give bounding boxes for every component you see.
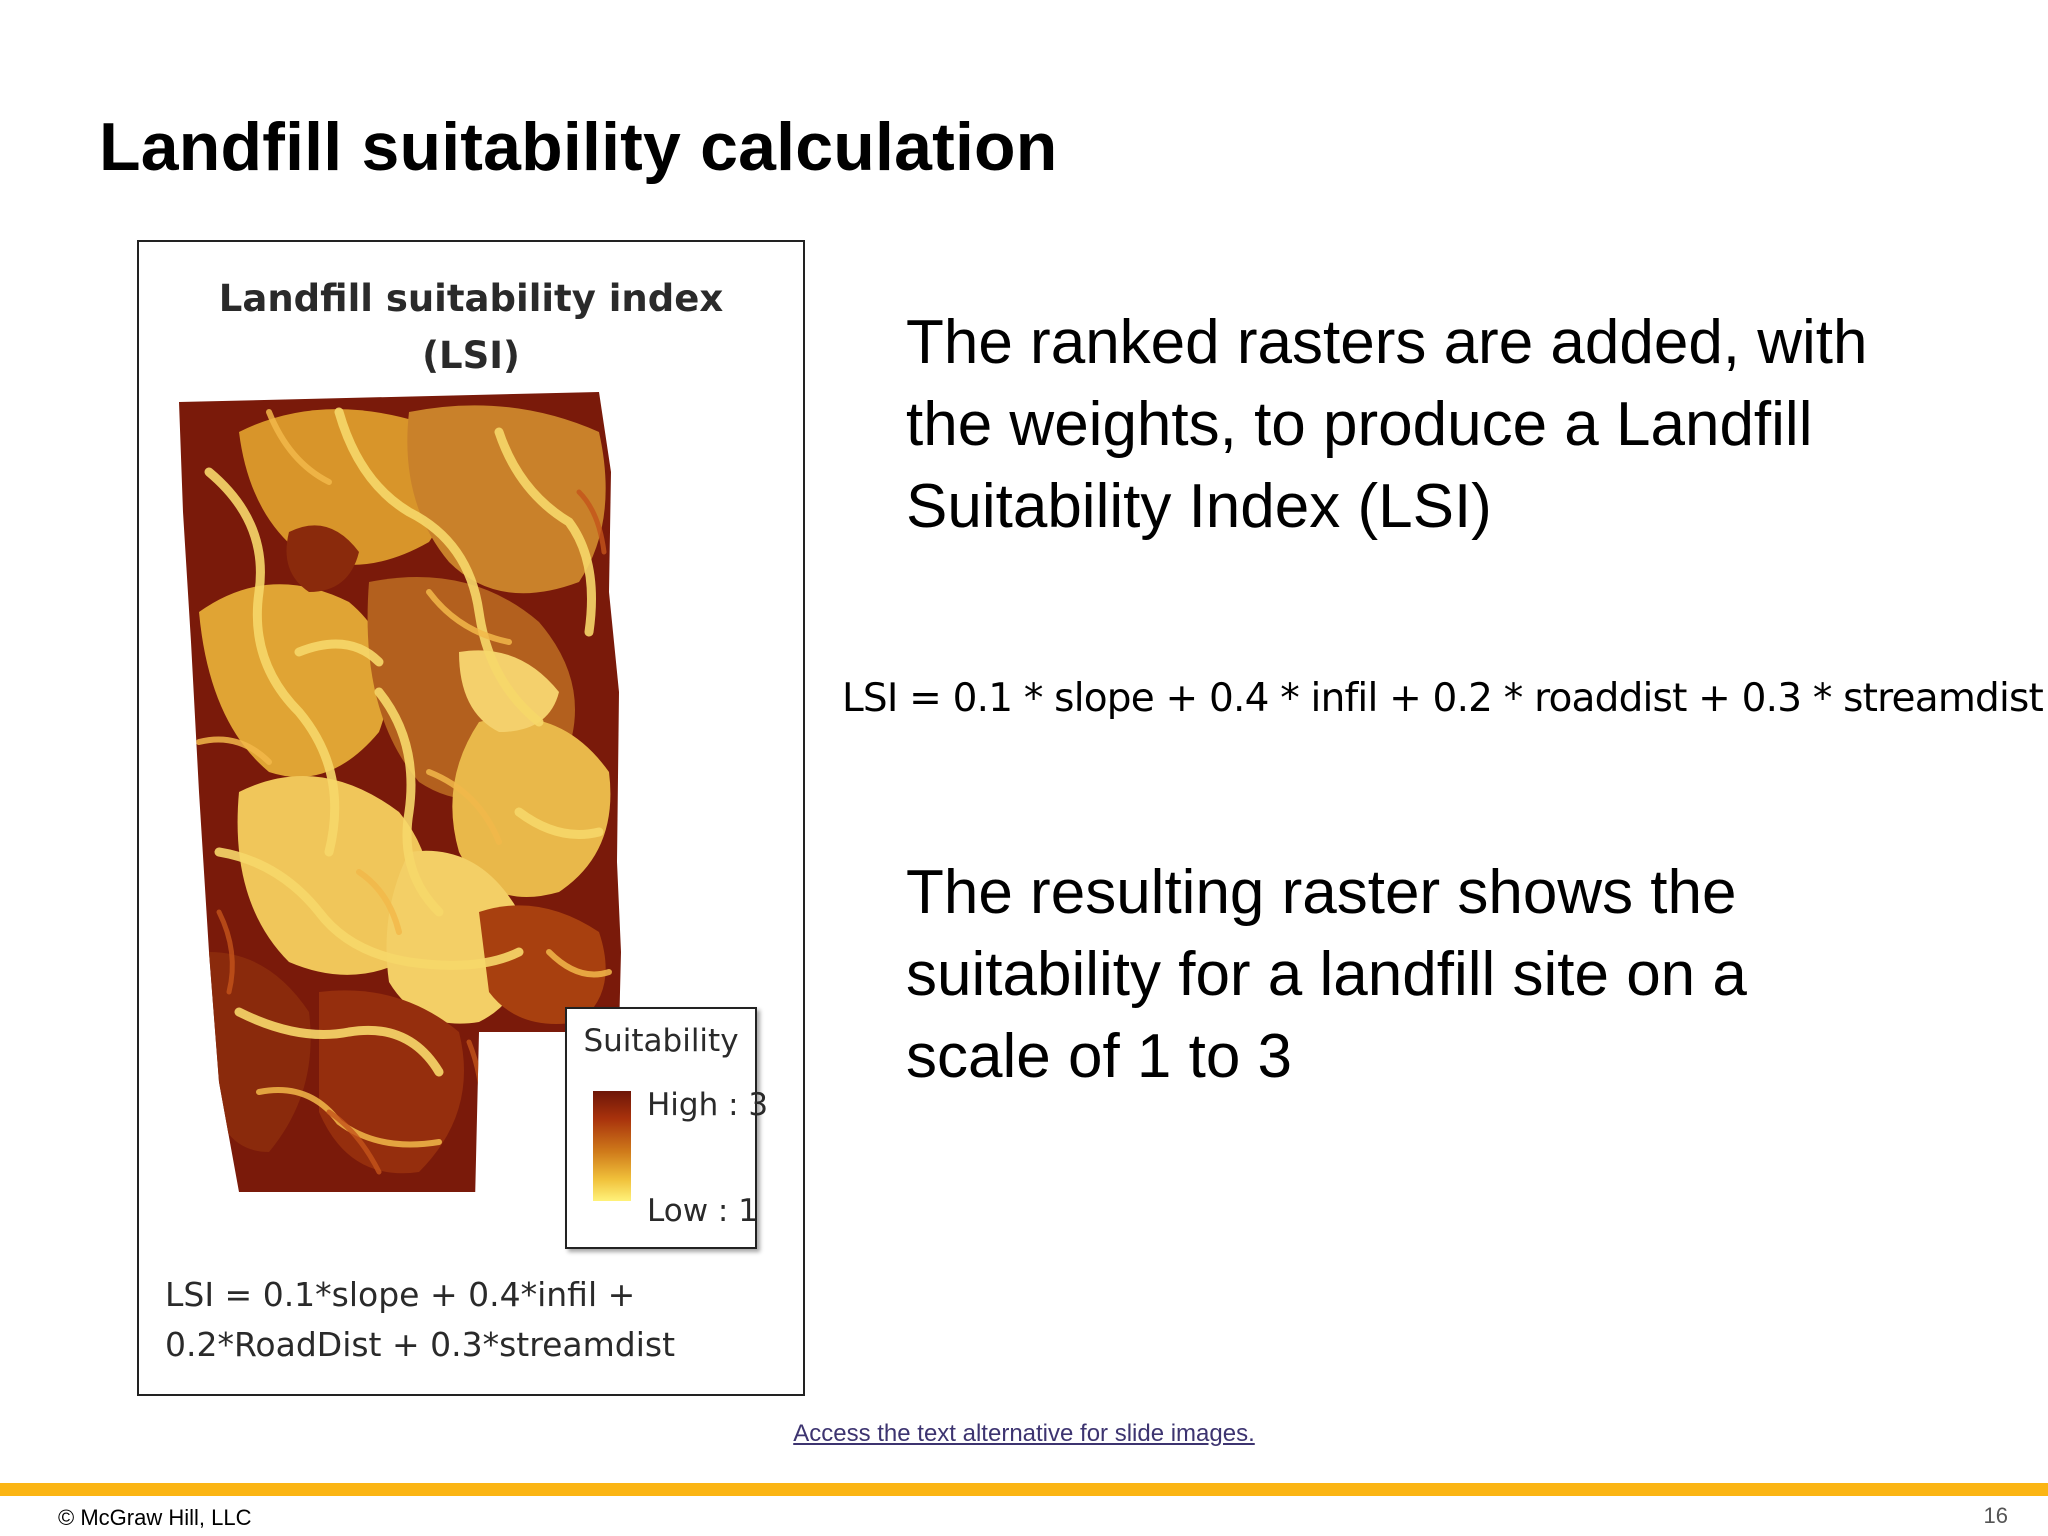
suitability-raster-map: [179, 392, 621, 1192]
map-title-line-1: Landfill suitability index: [218, 277, 724, 320]
footer-accent-bar: [0, 1483, 2048, 1496]
map-formula: LSI = 0.1*slope + 0.4*infil + 0.2*RoadDi…: [165, 1270, 785, 1370]
text-alternative-link[interactable]: Access the text alternative for slide im…: [793, 1420, 1255, 1447]
map-title: Landfill suitability index (LSI): [139, 270, 803, 384]
legend-high-label: High : 3: [647, 1087, 769, 1123]
map-title-line-2: (LSI): [422, 334, 520, 377]
explanation-paragraph-1: The ranked rasters are added, with the w…: [906, 308, 1868, 541]
page-number: 16: [1983, 1503, 2008, 1528]
lsi-formula: LSI = 0.1 * slope + 0.4 * infil + 0.2 * …: [842, 676, 2044, 721]
map-formula-line-1: LSI = 0.1*slope + 0.4*infil +: [165, 1275, 636, 1314]
legend-low-label: Low : 1: [647, 1193, 758, 1229]
slide-title: Landfill suitability calculation: [99, 109, 1058, 185]
explanation-paragraph-2: The resulting raster shows the suitabili…: [906, 858, 1747, 1091]
legend-color-ramp: [593, 1091, 631, 1201]
map-formula-line-2: 0.2*RoadDist + 0.3*streamdist: [165, 1325, 676, 1364]
lsi-map-figure: Landfill suitability index (LSI): [137, 240, 805, 1396]
legend-title: Suitability: [583, 1023, 739, 1059]
map-legend: Suitability High : 3 Low : 1: [565, 1007, 768, 1249]
copyright-notice: © McGraw Hill, LLC: [58, 1505, 252, 1530]
